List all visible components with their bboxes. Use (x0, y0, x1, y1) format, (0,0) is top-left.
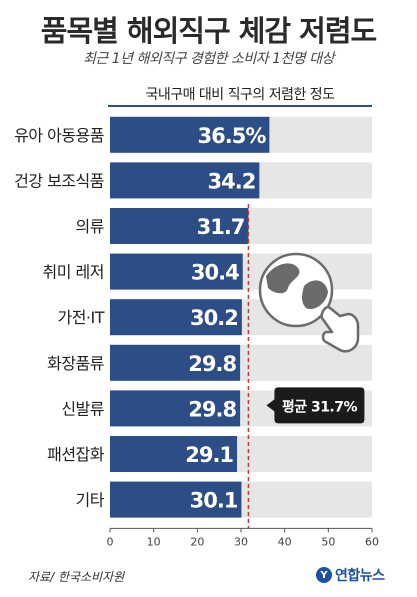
bar (110, 299, 242, 336)
average-callout-box (266, 387, 365, 424)
header-rule (108, 105, 372, 107)
value-label: 29.8 (188, 352, 236, 376)
bar (110, 116, 270, 153)
average-callout-label: 평균 31.7% (282, 398, 358, 415)
continent-shape (302, 280, 328, 310)
bar (110, 253, 243, 290)
x-tick-label: 60 (365, 535, 379, 548)
globe-hand-pointer-icon (258, 252, 360, 353)
category-label: 의류 (76, 217, 104, 236)
chart-header: 국내구매 대비 직구의 저렴한 정도 (145, 87, 335, 103)
category-label: 유아 아동용품 (14, 126, 104, 145)
x-tick-label: 0 (107, 535, 114, 548)
value-label: 30.2 (190, 306, 238, 330)
source-note: 자료/ 한국소비자원 (28, 570, 125, 584)
bar (110, 390, 241, 427)
bar (110, 208, 249, 244)
category-label: 가전·IT (57, 308, 104, 327)
yonhap-logo: Y 연합뉴스 (316, 565, 385, 585)
category-label: 패션잡화 (47, 445, 105, 464)
bar (110, 436, 238, 472)
page-title: 품목별 해외직구 체감 저렴도 (40, 14, 377, 48)
value-label: 36.5% (198, 124, 267, 148)
x-tick-label: 50 (321, 535, 335, 548)
category-label: 건강 보조식품 (14, 171, 104, 190)
category-label: 신발류 (61, 399, 104, 418)
x-tick-label: 30 (234, 535, 248, 548)
value-label: 29.1 (185, 443, 233, 467)
logo-mark-icon: Y (316, 567, 332, 583)
value-label: 29.8 (188, 397, 236, 421)
continent-shape (266, 263, 300, 294)
value-label: 34.2 (208, 169, 256, 193)
value-label: 30.4 (191, 261, 239, 285)
category-label: 화장품류 (47, 354, 104, 373)
x-tick-label: 20 (190, 535, 204, 548)
hand-pointer-shape (320, 305, 360, 353)
x-tick-label: 40 (278, 535, 292, 548)
value-label: 31.7 (197, 215, 245, 239)
bar (110, 344, 241, 381)
category-label: 기타 (76, 491, 105, 510)
x-tick-label: 10 (147, 535, 161, 548)
subtitle: 최근 1년 해외직구 경험한 소비자 1천명 대상 (83, 51, 334, 67)
bar (110, 481, 242, 518)
logo-text: 연합뉴스 (335, 568, 385, 584)
bar (110, 162, 260, 199)
value-label: 30.1 (190, 489, 238, 513)
category-label: 취미 레저 (43, 263, 104, 282)
